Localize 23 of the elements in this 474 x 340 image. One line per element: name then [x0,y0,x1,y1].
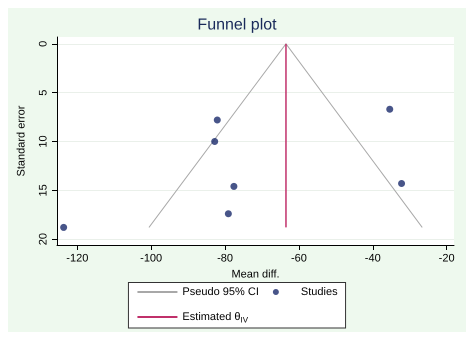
y-tick-label: 10 [38,135,50,148]
x-tick-label: -80 [217,252,233,264]
x-tick-label: -60 [290,252,307,264]
point [211,138,218,145]
y-tick-label: 15 [38,184,50,196]
point [60,224,68,231]
chart-title: Funnel plot [197,16,278,34]
y-tick-label: 20 [38,233,50,246]
point [230,182,238,190]
x-tick-label: -40 [364,252,381,264]
x-tick-label: -100 [140,252,162,264]
x-tick-label: -120 [66,252,88,264]
y-axis-title: Standard error [16,105,28,176]
point [398,180,406,187]
point [224,210,232,218]
y-tick-label: 5 [38,90,50,96]
point [386,106,394,113]
legend-label: Studies [300,286,338,298]
y-tick-label: 0 [38,40,50,47]
x-tick-label: -20 [438,252,455,264]
x-axis-title: Mean diff. [231,268,280,280]
legend-label: Pseudo 95% CI [182,286,259,298]
point [214,116,221,124]
